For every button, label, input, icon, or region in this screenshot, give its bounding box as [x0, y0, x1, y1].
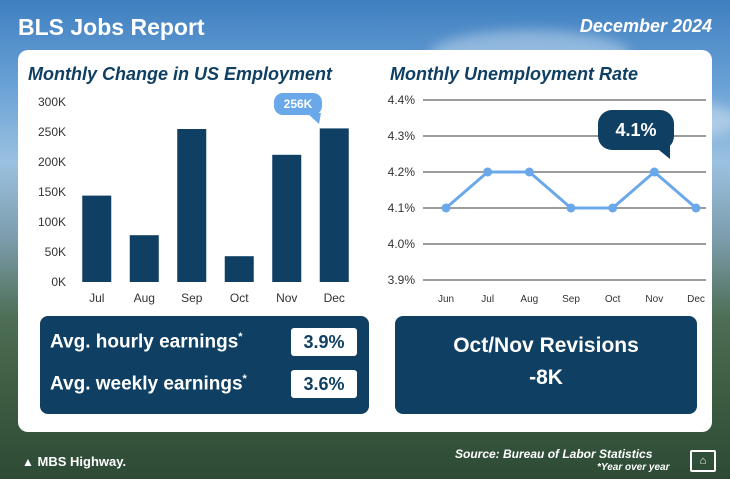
y-tick-label: 150K — [38, 185, 66, 199]
bar — [82, 195, 112, 282]
hourly-earnings-label: Avg. hourly earnings — [50, 331, 239, 353]
unemployment-chart-title: Monthly Unemployment Rate — [390, 64, 639, 84]
source-text: Source: Bureau of Labor Statistics — [455, 447, 653, 461]
bar — [224, 256, 254, 282]
unemployment-callout-text: 4.1% — [615, 120, 657, 140]
hourly-asterisk: * — [238, 331, 243, 343]
equal-housing-icon: ⌂ — [690, 450, 716, 472]
data-point — [649, 167, 659, 177]
y-tick-label: 4.1% — [388, 201, 416, 215]
y-tick-label: 200K — [38, 155, 66, 169]
unemployment-callout-tail — [654, 146, 670, 159]
data-point — [608, 203, 618, 213]
y-tick-label: 300K — [38, 95, 66, 109]
weekly-earnings-value: 3.6% — [291, 370, 357, 398]
x-tick-label: Nov — [276, 291, 297, 305]
x-tick-label: Jul — [481, 294, 494, 305]
bar — [129, 235, 159, 282]
report-date: December 2024 — [579, 16, 712, 36]
revisions-value: -8K — [529, 366, 563, 389]
bar — [319, 128, 349, 282]
bar — [272, 154, 302, 282]
page-title: BLS Jobs Report — [18, 14, 205, 40]
employment-callout: 256K — [274, 93, 322, 115]
y-tick-label: 50K — [45, 245, 66, 259]
weekly-asterisk: * — [242, 373, 247, 385]
y-tick-label: 100K — [38, 215, 66, 229]
bar — [177, 129, 207, 282]
x-tick-label: Sep — [181, 291, 203, 305]
x-tick-label: Sep — [562, 294, 580, 305]
y-tick-label: 4.4% — [388, 93, 416, 107]
x-tick-label: Oct — [605, 294, 621, 305]
revisions-panel: Oct/Nov Revisions -8K — [395, 316, 697, 414]
hourly-earnings-value: 3.9% — [291, 328, 357, 356]
content-card: Monthly Change in US Employment Monthly … — [18, 50, 712, 432]
y-tick-label: 4.0% — [388, 237, 416, 251]
data-point — [524, 167, 534, 177]
x-tick-label: Aug — [520, 294, 538, 305]
unemployment-callout: 4.1% — [598, 110, 674, 150]
x-tick-label: Jun — [438, 294, 454, 305]
revisions-label: Oct/Nov Revisions — [453, 334, 639, 357]
unemployment-line-chart: 3.9% 4.0% 4.1% 4.2% 4.3% 4.4% Jun Jul Aug Sep Oct N… — [388, 93, 706, 305]
y-tick-label: 4.3% — [388, 129, 416, 143]
y-tick-label: 4.2% — [388, 165, 416, 179]
data-point — [691, 203, 701, 213]
data-point — [441, 203, 451, 213]
x-tick-label: Oct — [230, 291, 249, 305]
earnings-panel: Avg. hourly earnings* 3.9% Avg. weekly e… — [40, 316, 369, 414]
x-tick-label: Dec — [687, 294, 705, 305]
employment-callout-tail — [307, 113, 321, 124]
employment-chart-title: Monthly Change in US Employment — [28, 64, 333, 84]
y-tick-label: 250K — [38, 125, 66, 139]
employment-bar-chart: 0K 50K 100K 150K 200K 250K 300K Jul Aug Sep Oct Nov… — [38, 95, 349, 305]
x-tick-label: Dec — [324, 291, 345, 305]
series-line — [445, 170, 697, 210]
x-tick-label: Aug — [134, 291, 155, 305]
y-tick-label: 0K — [51, 275, 66, 289]
weekly-earnings-label: Avg. weekly earnings — [50, 373, 243, 395]
x-tick-label: Nov — [645, 294, 663, 305]
x-tick-label: Jul — [89, 291, 104, 305]
brand-logo: ▲ MBS Highway. — [22, 454, 126, 469]
y-tick-label: 3.9% — [388, 273, 416, 287]
data-point — [566, 203, 576, 213]
employment-callout-text: 256K — [283, 97, 313, 111]
data-point — [483, 167, 493, 177]
yoy-note: *Year over year — [597, 462, 670, 473]
mountain-icon: ▲ — [22, 455, 34, 469]
brand-name: MBS Highway. — [37, 454, 127, 469]
